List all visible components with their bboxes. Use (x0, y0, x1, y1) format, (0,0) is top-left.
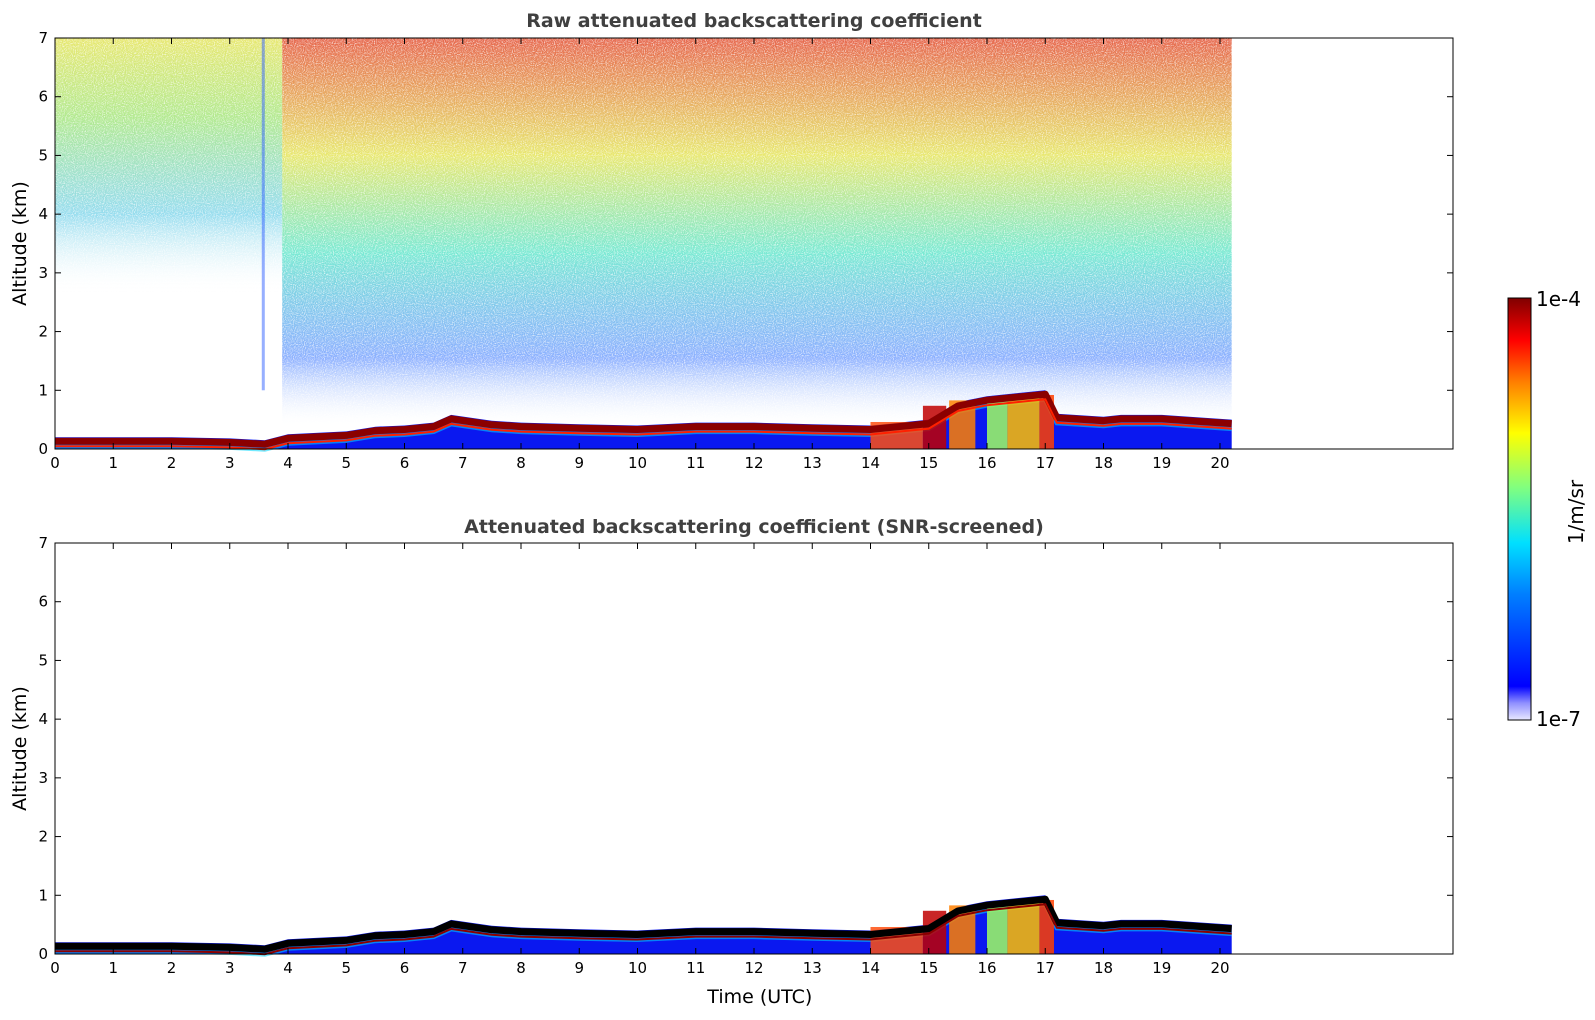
x-tick-label: 18 (1094, 454, 1113, 472)
x-tick-label: 9 (574, 454, 584, 472)
x-tick-label: 20 (1210, 959, 1229, 977)
x-tick-label: 1 (108, 959, 118, 977)
x-tick-label: 14 (861, 454, 880, 472)
layer-top-line (55, 390, 1232, 448)
x-tick-label: 6 (400, 959, 410, 977)
x-tick-label: 16 (977, 454, 996, 472)
x-axis-label: Time (UTC) (706, 986, 812, 1008)
noise-streak (261, 38, 265, 391)
y-tick-label: 7 (38, 29, 48, 47)
x-tick-label: 4 (283, 959, 293, 977)
x-tick-label: 11 (686, 454, 705, 472)
x-tick-label: 15 (919, 454, 938, 472)
y-tick-label: 5 (38, 651, 48, 669)
y-tick-label: 2 (38, 828, 48, 846)
panel-1: 0 1 2 3 4 5 6 7 8 9 10 11 12 13 14 15 16 17 18 19 2001234567… (9, 10, 1454, 472)
x-tick-label: 19 (1152, 959, 1171, 977)
x-tick-label: 1 (108, 454, 118, 472)
x-tick-label: 12 (744, 959, 763, 977)
y-tick-label: 5 (38, 146, 48, 164)
y-tick-label: 3 (38, 264, 48, 282)
turbulent-zone-4 (987, 397, 1008, 449)
y-axis-label: Altitude (km) (9, 686, 31, 811)
y-tick-label: 2 (38, 323, 48, 341)
x-tick-label: 2 (167, 454, 177, 472)
x-tick-label: 13 (803, 959, 822, 977)
y-tick-label: 4 (38, 205, 48, 223)
y-tick-label: 0 (38, 440, 48, 458)
y-tick-label: 1 (38, 381, 48, 399)
panels: 0 1 2 3 4 5 6 7 8 9 10 11 12 13 14 15 16 17 18 19 2001234567… (9, 10, 1454, 1008)
panel-2: 0 1 2 3 4 5 6 7 8 9 10 11 12 13 14 15 16 17 18 19 2001234567… (9, 516, 1454, 1008)
x-tick-label: 17 (1036, 959, 1055, 977)
x-tick-label: 13 (803, 454, 822, 472)
x-tick-label: 2 (167, 959, 177, 977)
x-tick-label: 17 (1036, 454, 1055, 472)
noise-field-left (55, 38, 283, 359)
x-tick-label: 7 (458, 959, 468, 977)
x-tick-label: 3 (225, 959, 235, 977)
turbulent-zone-5 (1007, 899, 1040, 954)
chart-title: Attenuated backscattering coefficient (S… (464, 516, 1044, 538)
x-tick-label: 18 (1094, 959, 1113, 977)
layer-top-line (55, 895, 1232, 953)
plot-area (55, 543, 1453, 954)
x-tick-label: 10 (628, 454, 647, 472)
x-tick-label: 20 (1210, 454, 1229, 472)
x-tick-label: 0 (50, 454, 60, 472)
colorbar-max-label: 1e-4 (1536, 287, 1581, 311)
x-tick-label: 19 (1152, 454, 1171, 472)
x-tick-label: 10 (628, 959, 647, 977)
x-tick-label: 8 (516, 959, 526, 977)
colorbar-unit-label: 1/m/sr (1564, 479, 1588, 544)
chart-title: Raw attenuated backscattering coefficien… (526, 10, 982, 32)
turbulent-zone-4 (987, 902, 1008, 954)
y-tick-label: 7 (38, 534, 48, 552)
y-tick-label: 4 (38, 710, 48, 728)
noise-field (282, 38, 1232, 429)
x-tick-label: 4 (283, 454, 293, 472)
x-tick-label: 12 (744, 454, 763, 472)
y-tick-label: 3 (38, 769, 48, 787)
colorbar-gradient (1507, 297, 1532, 721)
x-tick-label: 14 (861, 959, 880, 977)
x-tick-label: 6 (400, 454, 410, 472)
y-tick-label: 6 (38, 593, 48, 611)
x-tick-label: 5 (341, 959, 351, 977)
y-axis-label: Altitude (km) (9, 181, 31, 306)
y-tick-label: 1 (38, 886, 48, 904)
colorbar: 1e-4 1e-7 1/m/sr (1507, 287, 1588, 731)
x-tick-label: 8 (516, 454, 526, 472)
layer-top-edge (55, 903, 1232, 956)
x-tick-label: 3 (225, 454, 235, 472)
y-tick-label: 6 (38, 88, 48, 106)
y-tick-label: 0 (38, 945, 48, 963)
x-tick-label: 9 (574, 959, 584, 977)
x-tick-label: 0 (50, 959, 60, 977)
x-tick-label: 15 (919, 959, 938, 977)
x-tick-label: 7 (458, 454, 468, 472)
x-tick-label: 11 (686, 959, 705, 977)
turbulent-zone-5 (1007, 394, 1040, 449)
x-tick-label: 16 (977, 959, 996, 977)
layer-top-edge (55, 398, 1232, 451)
x-tick-label: 5 (341, 454, 351, 472)
colorbar-min-label: 1e-7 (1536, 707, 1581, 731)
